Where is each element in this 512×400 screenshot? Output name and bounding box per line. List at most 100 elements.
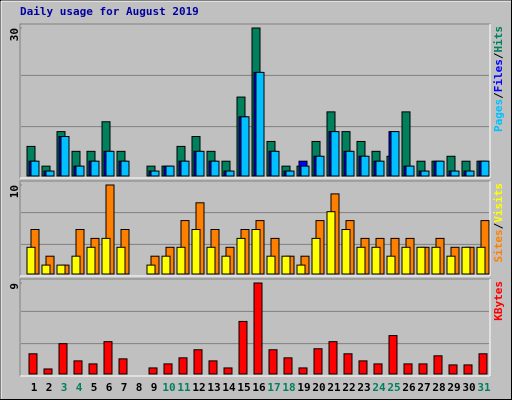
bar	[450, 170, 460, 177]
x-tick-label: 3	[61, 381, 68, 394]
legend-entry: Pages	[492, 99, 505, 132]
x-tick-label: 2	[46, 381, 53, 394]
bar	[71, 255, 81, 275]
x-tick-label: 9	[151, 381, 158, 394]
bar	[176, 246, 186, 275]
bar	[448, 364, 458, 375]
x-tick-label: 7	[121, 381, 128, 394]
bar	[266, 255, 276, 275]
bar	[315, 155, 325, 177]
y-tick-label: 10	[8, 185, 21, 198]
legend-entry: Hits	[492, 26, 505, 53]
bar	[161, 255, 171, 275]
bar	[313, 348, 323, 375]
bar	[225, 170, 235, 177]
bar	[433, 355, 443, 375]
bar	[285, 170, 295, 177]
bar	[28, 353, 38, 375]
bar	[116, 246, 126, 275]
legend-separator: /	[492, 52, 505, 59]
bar	[45, 170, 55, 177]
x-tick-label: 18	[282, 381, 295, 394]
bar	[463, 364, 473, 375]
bar	[298, 367, 308, 375]
bar	[253, 282, 263, 375]
bar	[240, 116, 250, 177]
bar	[58, 343, 68, 375]
bar	[75, 165, 85, 177]
bar	[208, 360, 218, 375]
bar	[281, 255, 291, 275]
bar	[360, 155, 370, 177]
x-tick-label: 16	[252, 381, 266, 394]
bar	[60, 136, 70, 177]
chart-title: Daily usage for August 2019	[20, 5, 199, 18]
x-tick-label: 22	[342, 381, 355, 394]
bar	[341, 229, 351, 275]
bar	[461, 246, 471, 275]
bar	[431, 246, 441, 275]
bar	[375, 160, 385, 177]
bar	[191, 229, 201, 275]
x-tick-label: 20	[312, 381, 325, 394]
bar	[268, 349, 278, 375]
x-tick-label: 23	[357, 381, 370, 394]
bar	[465, 170, 475, 177]
bar	[283, 357, 293, 375]
bar	[193, 349, 203, 375]
bar	[416, 246, 426, 275]
legend-separator: /	[492, 222, 505, 229]
bar	[480, 160, 490, 177]
bar	[270, 150, 280, 177]
legend: Pages/Files/Hits	[492, 26, 505, 132]
y-tick-label: 30	[8, 28, 21, 41]
bar	[146, 264, 156, 275]
bar	[343, 353, 353, 375]
bar	[90, 160, 100, 177]
bar	[41, 264, 51, 275]
bar	[101, 237, 111, 275]
x-tick-label: 10	[162, 381, 175, 394]
legend: KBytes	[492, 281, 505, 321]
bar	[418, 363, 428, 375]
bar	[300, 165, 310, 177]
bar	[56, 264, 66, 275]
x-tick-label: 25	[387, 381, 400, 394]
bar	[86, 246, 96, 275]
x-tick-label: 1	[31, 381, 38, 394]
bar	[73, 360, 83, 375]
bar	[420, 170, 430, 177]
bar	[118, 358, 128, 375]
x-tick-label: 30	[462, 381, 475, 394]
legend-entry: Visits	[492, 183, 505, 223]
x-tick-label: 5	[91, 381, 98, 394]
bar	[326, 211, 336, 275]
x-tick-label: 6	[106, 381, 113, 394]
bar	[178, 357, 188, 375]
y-tick-label: 9	[8, 283, 21, 290]
bar	[150, 170, 160, 177]
bar	[30, 160, 40, 177]
x-tick-label: 8	[136, 381, 143, 394]
legend-separator: /	[492, 92, 505, 99]
x-tick-label: 4	[76, 381, 83, 394]
bar	[103, 341, 113, 375]
bar	[238, 320, 248, 375]
legend-entry: KBytes	[492, 281, 505, 321]
legend-entry: Sites	[492, 229, 505, 262]
x-tick-label: 19	[297, 381, 310, 394]
x-tick-label: 11	[177, 381, 191, 394]
bar	[478, 353, 488, 375]
bar	[476, 246, 486, 275]
bar	[195, 150, 205, 177]
x-tick-label: 17	[267, 381, 280, 394]
bar	[180, 160, 190, 177]
bar	[120, 160, 130, 177]
bar	[26, 246, 36, 275]
bar	[405, 165, 415, 177]
bar	[330, 131, 340, 177]
bar	[435, 160, 445, 177]
legend-entry: Files	[492, 59, 505, 92]
x-tick-label: 29	[447, 381, 460, 394]
